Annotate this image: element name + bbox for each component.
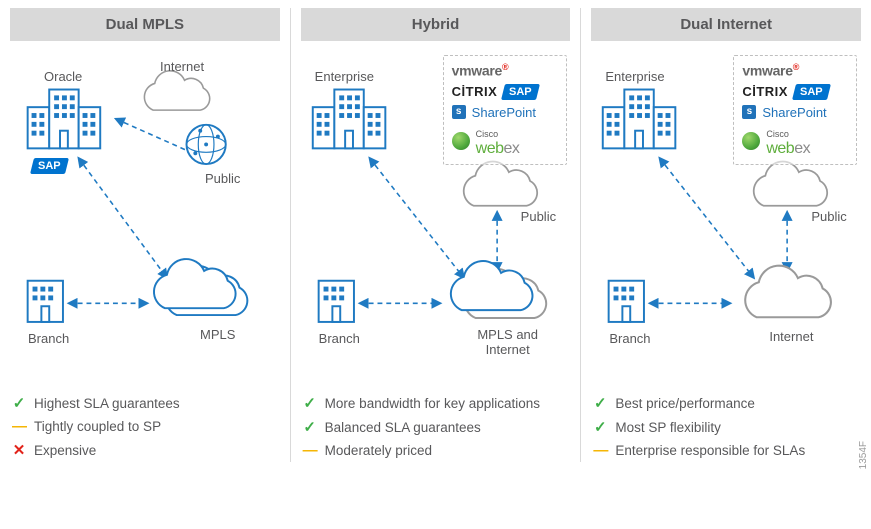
bullet: ✓ Highest SLA guarantees	[12, 391, 280, 415]
bullet: — Moderately priced	[303, 439, 571, 462]
panel-header: Hybrid	[301, 8, 571, 41]
logo-sharepoint-text: SharePoint	[762, 105, 826, 120]
bullet-text: Highest SLA guarantees	[34, 396, 180, 411]
logo-vmware: vmware®	[452, 62, 509, 79]
bullet: ✕ Expensive	[12, 438, 280, 462]
bullet: ✓ More bandwidth for key applications	[303, 391, 571, 415]
logo-vmware: vmware®	[742, 62, 799, 79]
logo-sharepoint-icon: s	[742, 105, 756, 119]
bullet-text: Expensive	[34, 443, 96, 458]
logo-webex-text: Cisco webex	[476, 125, 520, 158]
figure-number: 1354F	[858, 441, 869, 469]
label-branch: Branch	[319, 331, 360, 346]
bullet: — Enterprise responsible for SLAs	[593, 439, 861, 462]
panel-divider	[290, 8, 291, 462]
sap-badge-below-enterprise: SAP	[32, 157, 67, 174]
apps-box: vmware® CİTRIX SAP s SharePoint Cisco we…	[733, 55, 857, 165]
bullet-text: Tightly coupled to SP	[34, 419, 161, 434]
label-public: Public	[205, 171, 240, 186]
bullets: ✓ More bandwidth for key applications ✓ Ba…	[301, 391, 571, 462]
bullets: ✓ Highest SLA guarantees — Tightly coupled…	[10, 391, 280, 462]
dash-icon: —	[593, 442, 607, 459]
dash-icon: —	[12, 418, 26, 435]
bullet-text: Best price/performance	[615, 396, 755, 411]
label-internet: Internet	[160, 59, 204, 74]
label-public: Public	[521, 209, 556, 224]
label-public: Public	[811, 209, 846, 224]
check-icon: ✓	[593, 418, 607, 436]
check-icon: ✓	[303, 394, 317, 412]
panel-diagram: Enterprise Public Branch MPLS and Intern…	[301, 47, 571, 387]
panel-divider	[580, 8, 581, 462]
logo-webex-icon	[452, 132, 470, 150]
check-icon: ✓	[303, 418, 317, 436]
logo-webex-icon	[742, 132, 760, 150]
bullet-text: Most SP flexibility	[615, 420, 721, 435]
bullet-text: Moderately priced	[325, 443, 432, 458]
bullets: ✓ Best price/performance ✓ Most SP flexibi…	[591, 391, 861, 462]
bullet: — Tightly coupled to SP	[12, 415, 280, 438]
logo-webex-text: Cisco webex	[766, 125, 810, 158]
sap-text: SAP	[38, 160, 61, 172]
dash-icon: —	[303, 442, 317, 459]
label-branch: Branch	[28, 331, 69, 346]
label-branch: Branch	[609, 331, 650, 346]
logo-citrix: CİTRIX	[452, 84, 498, 99]
panels-container: Dual MPLS	[0, 0, 871, 462]
panel-hybrid: Hybrid Enterprise Public Branch MPLS and…	[301, 8, 571, 462]
panel-dual-internet: Dual Internet Enterprise Public Branch I…	[591, 8, 861, 462]
check-icon: ✓	[593, 394, 607, 412]
panel-header: Dual MPLS	[10, 8, 280, 41]
logo-sharepoint-icon: s	[452, 105, 466, 119]
label-wan: MPLS and Internet	[463, 327, 553, 357]
panel-diagram: Enterprise Public Branch Internet vmware…	[591, 47, 861, 387]
label-wan: MPLS	[200, 327, 235, 342]
bullet-text: More bandwidth for key applications	[325, 396, 540, 411]
bullet-text: Enterprise responsible for SLAs	[615, 443, 805, 458]
apps-box: vmware® CİTRIX SAP s SharePoint Cisco we…	[443, 55, 567, 165]
x-icon: ✕	[12, 441, 26, 459]
logo-sap: SAP	[501, 84, 540, 100]
label-enterprise: Enterprise	[605, 69, 664, 84]
label-wan: Internet	[769, 329, 813, 344]
label-enterprise: Enterprise	[315, 69, 374, 84]
bullet: ✓ Best price/performance	[593, 391, 861, 415]
panel-dual-mpls: Dual MPLS	[10, 8, 280, 462]
logo-sharepoint-text: SharePoint	[472, 105, 536, 120]
logo-citrix: CİTRIX	[742, 84, 788, 99]
bullet: ✓ Balanced SLA guarantees	[303, 415, 571, 439]
bullet-text: Balanced SLA guarantees	[325, 420, 481, 435]
check-icon: ✓	[12, 394, 26, 412]
logo-sap: SAP	[792, 84, 831, 100]
label-enterprise: Oracle	[44, 69, 82, 84]
panel-diagram: Oracle Internet Public Branch MPLS SAP	[10, 47, 280, 387]
bullet: ✓ Most SP flexibility	[593, 415, 861, 439]
panel-header: Dual Internet	[591, 8, 861, 41]
